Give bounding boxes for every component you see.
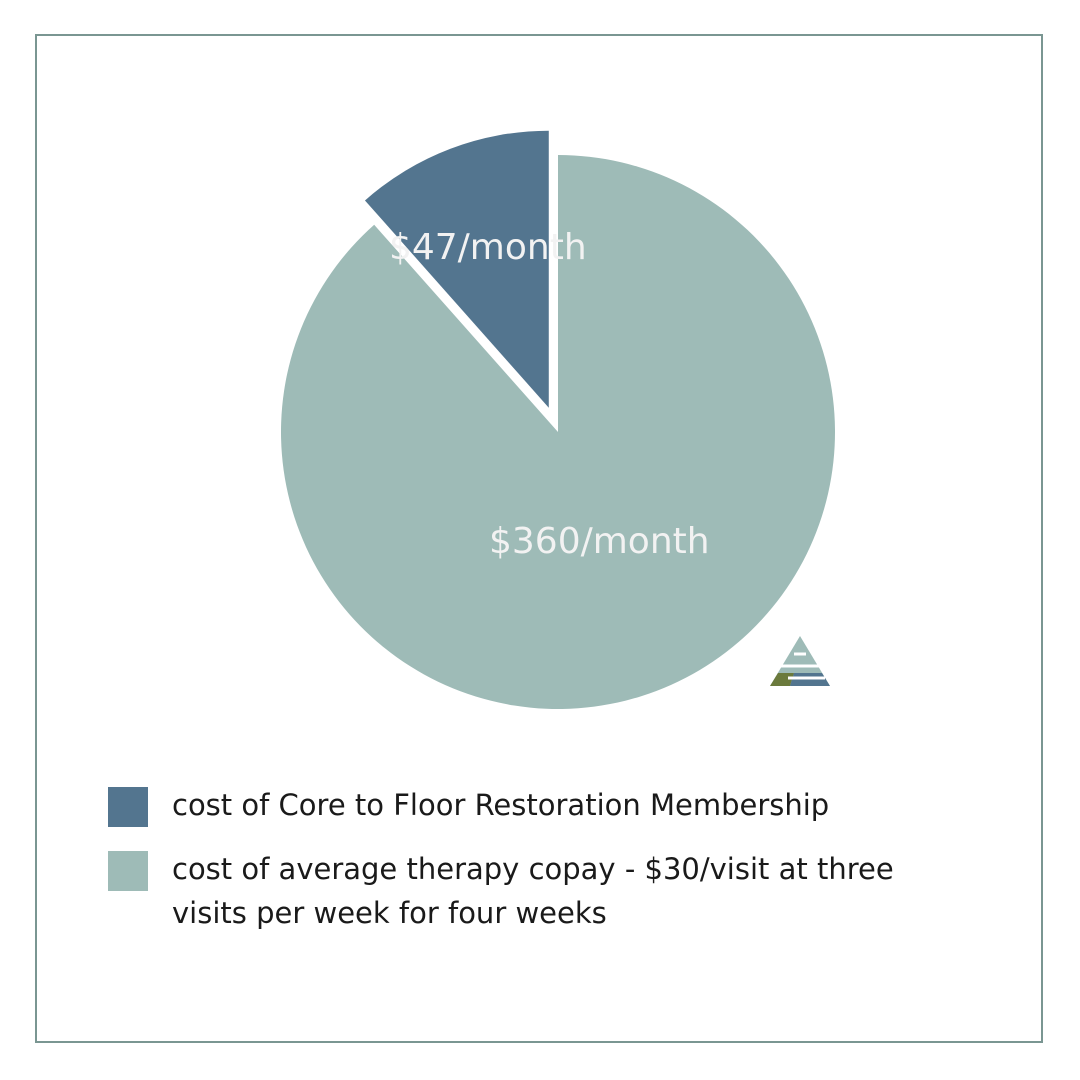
- slice-label-membership: $47/month: [389, 227, 587, 268]
- chart-frame: [35, 34, 1043, 1043]
- legend-swatch-membership: [108, 787, 148, 827]
- pie-slice-membership: [364, 130, 549, 408]
- legend-label-membership: cost of Core to Floor Restoration Member…: [172, 788, 830, 822]
- legend: cost of Core to Floor Restoration Member…: [108, 785, 988, 935]
- legend-label-copay: cost of average therapy copay - $30/visi…: [172, 852, 894, 930]
- pie-slice-copay: [280, 155, 836, 710]
- legend-item-copay: cost of average therapy copay - $30/visi…: [108, 849, 988, 935]
- slice-label-copay: $360/month: [489, 521, 710, 562]
- legend-item-membership: cost of Core to Floor Restoration Member…: [108, 785, 988, 827]
- legend-swatch-copay: [108, 851, 148, 891]
- core-to-floor-triangle-logo: [770, 636, 830, 686]
- pie-slices: [280, 130, 836, 710]
